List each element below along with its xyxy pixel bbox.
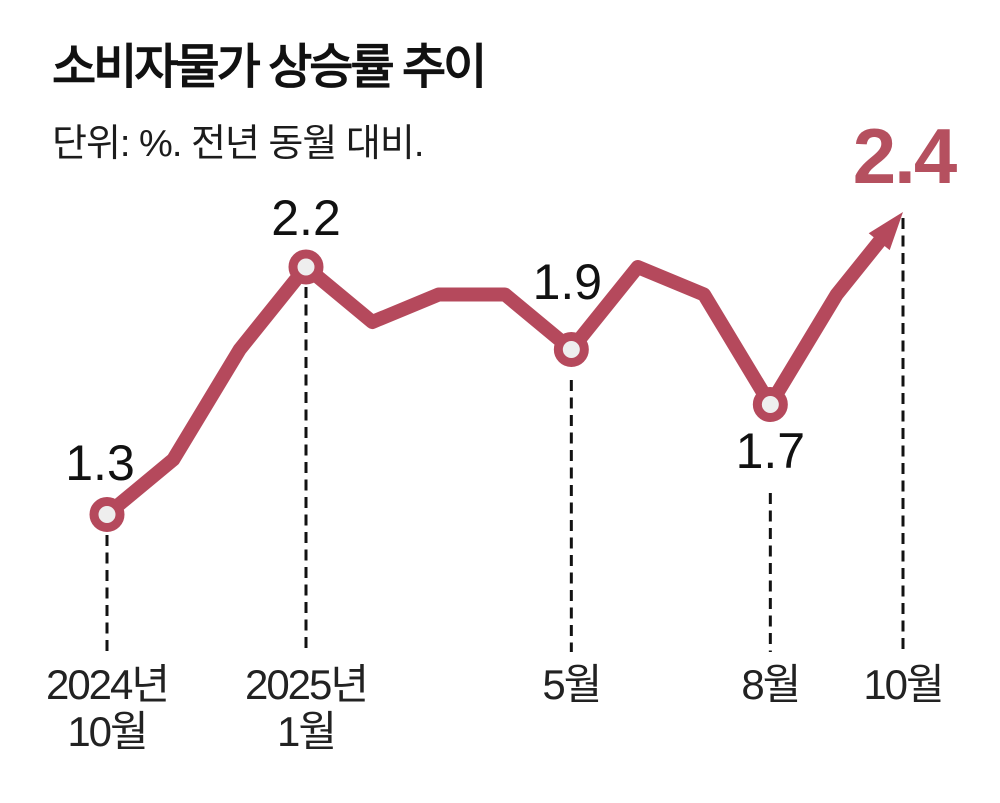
value-label: 2.2 [271,190,341,246]
x-axis-label-line: 8월 [741,661,801,708]
x-axis-label-line: 10월 [863,661,944,708]
x-axis-label: 8월 [741,661,801,708]
x-axis-label: 2024년 10월 [45,661,170,755]
x-axis-label-line: 5월 [542,661,602,708]
value-label-emphasis: 2.4 [852,112,957,200]
value-label: 1.7 [735,422,806,479]
chart-subtitle: 단위: %. 전년 동월 대비. [52,123,424,165]
arrow-head [868,212,903,251]
x-axis-label: 5월 [542,661,602,708]
x-axis-label-line: 1월 [276,708,337,755]
data-point-marker [89,497,125,532]
data-point-marker [752,387,788,422]
data-point-marker [288,249,324,285]
x-axis-label-line: 2024년 [45,661,170,708]
value-label: 1.3 [65,434,135,491]
data-point-marker [553,332,589,367]
x-axis-label: 10월 [863,661,944,708]
x-axis-label-line: 10월 [67,708,148,755]
x-axis-label: 2025년 1월 [244,661,369,755]
chart-title: 소비자물가 상승률 추이 [52,41,487,94]
value-label: 1.9 [532,253,603,310]
x-axis-label-line: 2025년 [244,661,369,708]
